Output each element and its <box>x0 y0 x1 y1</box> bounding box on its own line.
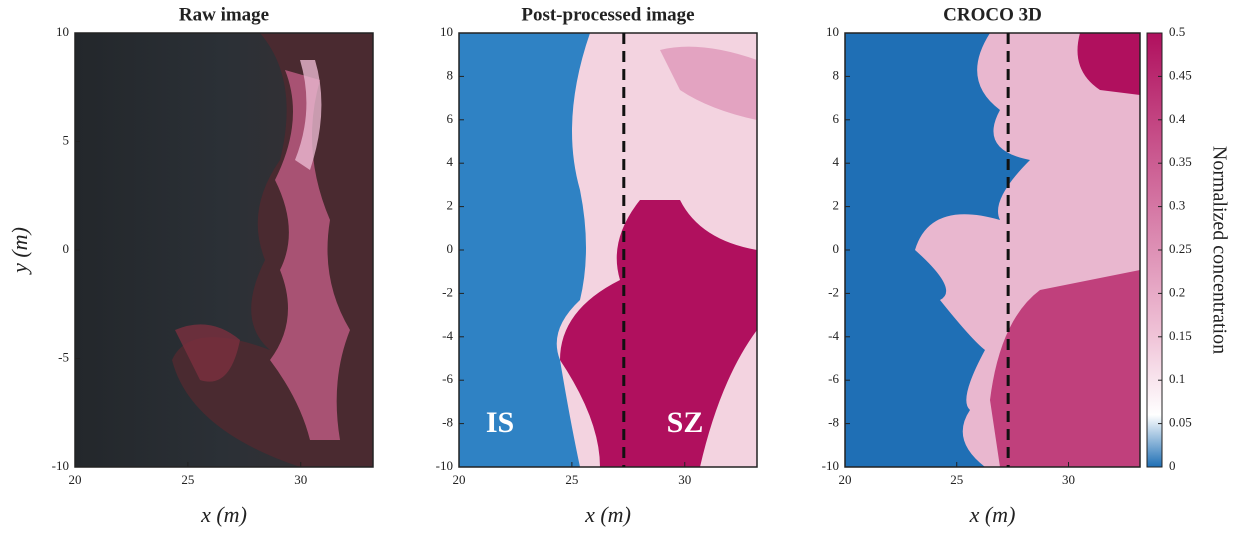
y-tick-label: -4 <box>828 328 839 343</box>
panel-title: Raw image <box>179 4 269 25</box>
x-axis-label: x (m) <box>584 502 631 527</box>
y-tick-label: -10 <box>436 458 453 473</box>
colorbar-tick-label: 0.2 <box>1169 284 1185 299</box>
y-tick-label: -10 <box>52 458 69 473</box>
y-tick-label: -5 <box>58 349 69 364</box>
colorbar-tick-label: 0.15 <box>1169 328 1192 343</box>
y-tick-label: -4 <box>442 328 453 343</box>
y-tick-label: 4 <box>447 154 454 169</box>
x-tick-label: 30 <box>1062 472 1075 487</box>
x-axis-label: x (m) <box>969 502 1016 527</box>
y-tick-label: 10 <box>440 24 453 39</box>
croco-image <box>845 33 1140 467</box>
colorbar-tick-label: 0.45 <box>1169 67 1192 82</box>
y-tick-label: -6 <box>442 371 453 386</box>
colorbar-tick-label: 0.35 <box>1169 154 1192 169</box>
y-tick-label: 0 <box>447 241 454 256</box>
y-tick-label: -2 <box>442 284 453 299</box>
x-tick-label: 30 <box>294 472 307 487</box>
x-tick-label: 20 <box>69 472 82 487</box>
x-tick-label: 25 <box>565 472 578 487</box>
y-tick-label: -8 <box>828 415 839 430</box>
y-tick-label: 6 <box>447 111 454 126</box>
y-tick-label: 10 <box>56 24 69 39</box>
y-tick-label: 10 <box>826 24 839 39</box>
y-tick-label: 5 <box>63 132 70 147</box>
y-tick-label: 6 <box>833 111 840 126</box>
colorbar-tick-label: 0 <box>1169 458 1176 473</box>
colorbar-tick-label: 0.25 <box>1169 241 1192 256</box>
panel-title: Post-processed image <box>521 4 694 25</box>
y-axis-label: y (m) <box>7 227 32 275</box>
colorbar-tick-label: 0.4 <box>1169 111 1186 126</box>
y-tick-label: 2 <box>447 198 454 213</box>
x-tick-label: 20 <box>453 472 466 487</box>
colorbar-label: Normalized concentration <box>1208 146 1230 354</box>
colorbar-tick-label: 0.05 <box>1169 415 1192 430</box>
colorbar-tick-label: 0.1 <box>1169 371 1185 386</box>
y-tick-label: -6 <box>828 371 839 386</box>
y-tick-label: 2 <box>833 198 840 213</box>
y-tick-label: 0 <box>833 241 840 256</box>
y-tick-label: -10 <box>822 458 839 473</box>
y-tick-label: 0 <box>63 241 70 256</box>
x-tick-label: 30 <box>678 472 691 487</box>
x-axis-label: x (m) <box>200 502 247 527</box>
y-tick-label: -8 <box>442 415 453 430</box>
raw-image <box>75 33 373 467</box>
y-tick-label: -2 <box>828 284 839 299</box>
x-tick-label: 25 <box>181 472 194 487</box>
annotation: SZ <box>667 406 704 439</box>
annotation: IS <box>486 406 514 439</box>
post-processed-image <box>459 33 757 467</box>
colorbar-tick-label: 0.3 <box>1169 198 1185 213</box>
x-tick-label: 25 <box>950 472 963 487</box>
colorbar-tick-label: 0.5 <box>1169 24 1185 39</box>
y-tick-label: 4 <box>833 154 840 169</box>
x-tick-label: 20 <box>839 472 852 487</box>
y-tick-label: 8 <box>833 67 840 82</box>
y-tick-label: 8 <box>447 67 454 82</box>
panel-title: CROCO 3D <box>943 4 1042 25</box>
